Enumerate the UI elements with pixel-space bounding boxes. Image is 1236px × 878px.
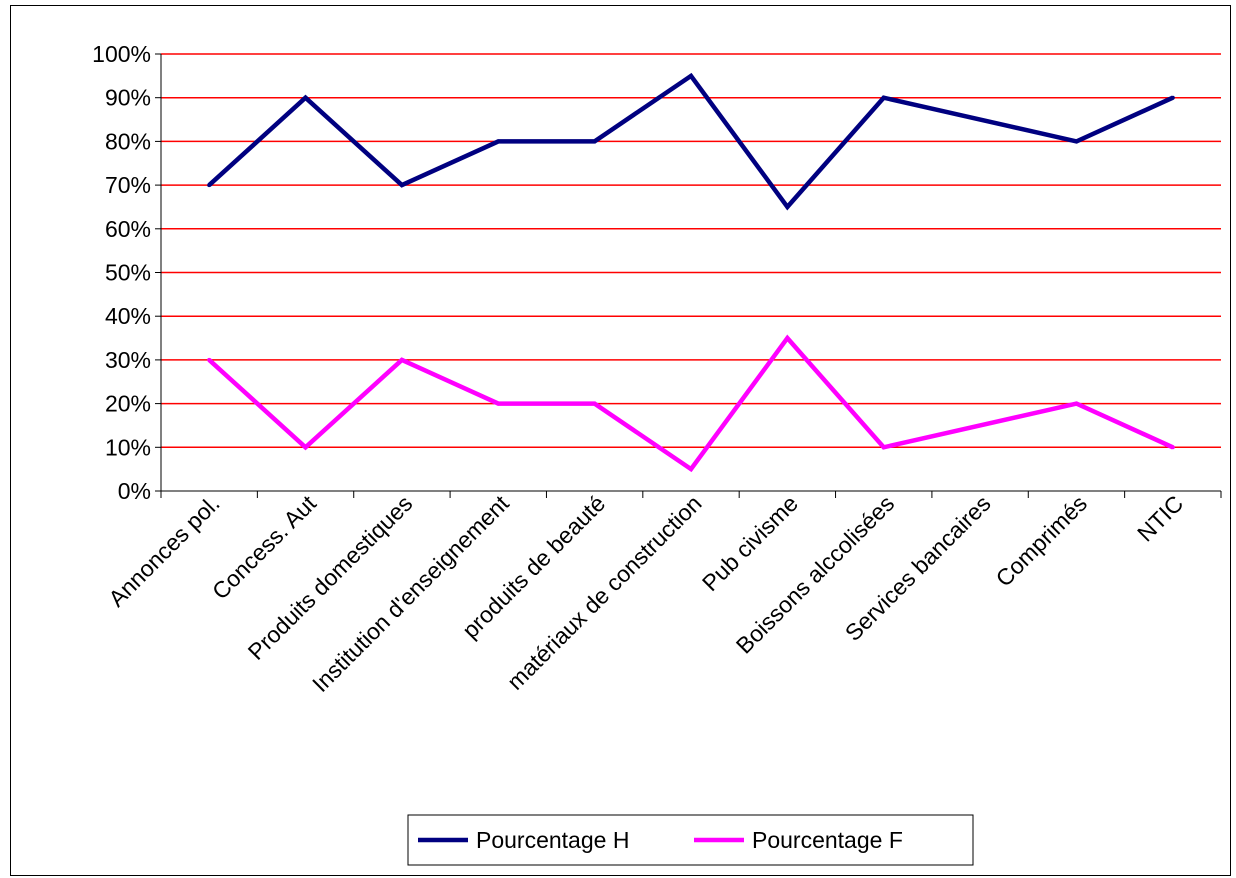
chart-frame: 0% 10% 20% 30% 40% 50% 60% 70% 80% 90% 100% Annonc… xyxy=(10,5,1231,876)
data-point xyxy=(881,445,886,450)
data-point xyxy=(1170,445,1175,450)
y-tick-label: 0% xyxy=(118,478,151,504)
legend-box xyxy=(407,814,974,866)
data-point xyxy=(1074,401,1079,406)
data-point xyxy=(496,401,501,406)
y-tick-label: 100% xyxy=(92,41,151,67)
y-tick-label: 40% xyxy=(105,303,151,329)
y-tick-label: 20% xyxy=(105,391,151,417)
data-point xyxy=(207,183,212,188)
y-tick-label: 10% xyxy=(105,434,151,460)
y-tick-label: 90% xyxy=(105,85,151,111)
data-point xyxy=(1074,139,1079,144)
y-axis-ticks: 0% 10% 20% 30% 40% 50% 60% 70% 80% 90% 100% xyxy=(92,41,161,504)
y-tick-label: 50% xyxy=(105,260,151,286)
x-tick-label: Annonces pol. xyxy=(103,490,224,611)
series-lines xyxy=(207,72,1175,473)
y-tick-label: 70% xyxy=(105,172,151,198)
gridlines xyxy=(161,53,1221,449)
x-tick-label: Institution d'enseignement xyxy=(307,490,514,697)
data-point xyxy=(399,183,404,188)
data-point xyxy=(1170,95,1175,100)
series-line-f xyxy=(207,334,1174,473)
x-tick-label: NTIC xyxy=(1132,490,1188,546)
y-tick-label: 60% xyxy=(105,216,151,242)
legend: Pourcentage H Pourcentage F xyxy=(407,814,974,866)
x-tick-label: Boissons alccolisées xyxy=(731,490,899,658)
line-chart: 0% 10% 20% 30% 40% 50% 60% 70% 80% 90% 100% Annonc… xyxy=(92,41,1222,866)
data-point xyxy=(592,139,597,144)
y-tick-label: 30% xyxy=(105,347,151,373)
data-point xyxy=(399,357,404,362)
x-tick-label: Pub civisme xyxy=(697,490,803,596)
x-tick-label: Produits domestiques xyxy=(243,490,418,665)
y-tick-label: 80% xyxy=(105,128,151,154)
series-line-h xyxy=(207,72,1174,211)
x-tick-label: Comprimés xyxy=(990,490,1092,592)
data-point xyxy=(785,336,790,341)
legend-label: Pourcentage F xyxy=(752,827,903,853)
data-point xyxy=(785,204,790,209)
data-point xyxy=(689,467,693,472)
data-point xyxy=(592,401,597,406)
data-point xyxy=(303,445,308,450)
data-point xyxy=(303,95,308,100)
data-point xyxy=(496,139,501,144)
legend-label: Pourcentage H xyxy=(476,827,629,853)
data-point xyxy=(207,357,212,362)
data-point xyxy=(881,95,886,100)
data-point xyxy=(689,73,693,78)
x-tick-label: matériaux de construction xyxy=(502,490,707,695)
